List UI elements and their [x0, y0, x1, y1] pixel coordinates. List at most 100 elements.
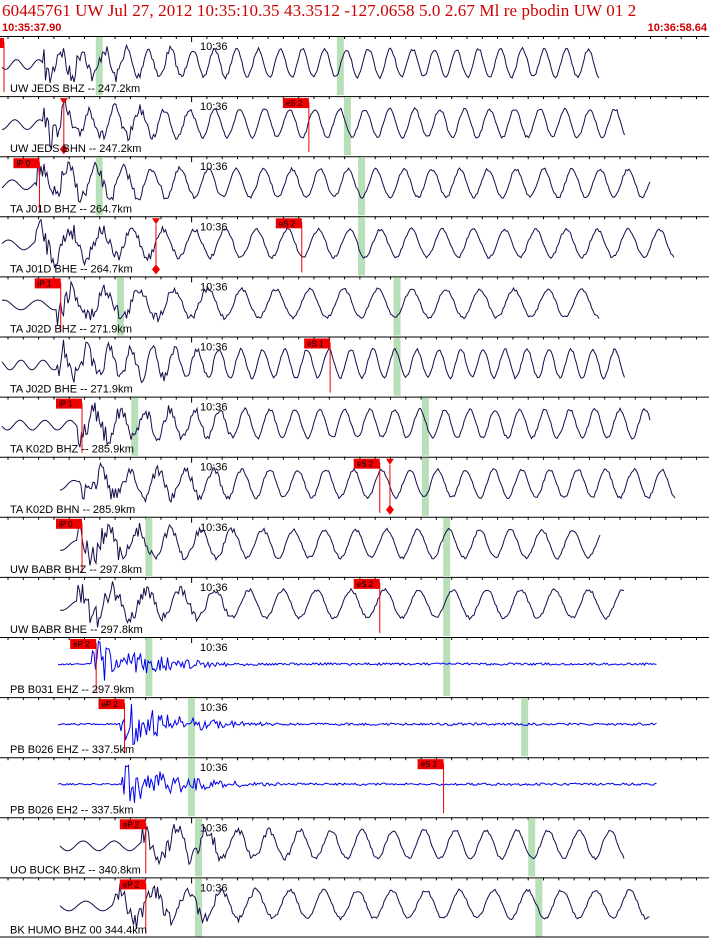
pick-flag — [353, 578, 380, 589]
channel-row: 10:36 eP 2 PB B031 EHZ -- 297.9km — [0, 637, 709, 697]
channel-label: BK HUMO BHZ 00 344.4km — [10, 925, 147, 937]
minute-tick-label: 10:36 — [200, 221, 228, 233]
channel-label: TA J01D BHE -- 264.7km — [10, 263, 133, 275]
minute-tick-label: 10:36 — [200, 762, 228, 774]
pick-label: eS 2 — [421, 760, 438, 769]
window-band — [95, 157, 103, 216]
window-band — [195, 818, 203, 877]
channel-row: 10:36 eS 2 UW BABR BHE -- 297.8km — [0, 576, 709, 636]
window-end-time: 10:36:58.64 — [647, 22, 707, 34]
window-band — [95, 37, 103, 96]
channel-label: TA J02D BHZ -- 271.9km — [10, 324, 132, 336]
window-band — [343, 97, 351, 156]
minute-tick-label: 10:36 — [200, 342, 228, 354]
minute-tick-label: 10:36 — [200, 822, 228, 834]
window-band — [117, 277, 125, 336]
channel-row: 10:36 eS 2 TA J01D BHE -- 264.7km — [0, 216, 709, 276]
waveform-trace — [1, 98, 625, 150]
amplitude-diamond — [151, 264, 160, 275]
window-band — [521, 698, 529, 757]
minute-tick-label: 10:36 — [200, 702, 228, 714]
pick-flag — [282, 98, 309, 109]
waveform-trace — [1, 280, 600, 325]
waveform-trace — [1, 158, 651, 204]
event-title: 60445761 UW Jul 27, 2012 10:35:10.35 43.… — [2, 1, 637, 20]
channel-label: UW BABR BHZ -- 297.8km — [10, 564, 142, 576]
window-band — [145, 638, 153, 697]
pick-label: iP 0 — [59, 520, 73, 529]
channel-label: PB B026 EH2 -- 337.5km — [10, 804, 134, 816]
pick-label: eS 2 — [357, 580, 374, 589]
pick-flag — [417, 759, 444, 770]
pick-flag — [0, 38, 4, 48]
window-band — [195, 878, 203, 937]
channel-row: 10:36 iP 0 TA J01D BHZ -- 264.7km — [0, 156, 709, 215]
pick-flag — [119, 879, 146, 890]
channel-label: UW JEDS BHZ -- 247.2km — [10, 83, 140, 95]
pick-flag — [119, 819, 146, 830]
minute-tick-label: 10:36 — [200, 402, 228, 414]
channel-label: PB B031 EHZ -- 297.9km — [10, 684, 134, 696]
amplitude-marker — [385, 458, 394, 465]
waveform-trace — [59, 518, 601, 566]
event-header: 60445761 UW Jul 27, 2012 10:35:10.35 43.… — [0, 0, 709, 36]
waveform-trace — [59, 883, 650, 930]
minute-tick-label: 10:36 — [200, 41, 228, 53]
channel-row: 10:36 eP 2 PB B026 EHZ -- 337.5km — [0, 697, 709, 756]
channel-row: 10:36 eS 2 UW JEDS BHN -- 247.2km — [0, 96, 709, 156]
channel-label: UO BUCK BHZ -- 340.8km — [10, 864, 141, 876]
channel-row: 10:36 iP 0 UW BABR BHZ -- 297.8km — [0, 516, 709, 576]
pick-flag — [98, 699, 125, 710]
window-band — [358, 157, 366, 216]
waveform-trace — [59, 581, 625, 628]
pick-flag — [275, 218, 302, 229]
amplitude-marker — [151, 218, 160, 225]
window-band — [443, 517, 451, 576]
window-band — [421, 457, 429, 516]
window-band — [393, 277, 401, 336]
pick-flag — [55, 518, 82, 529]
pick-flag — [13, 158, 40, 169]
pick-label: eS 2 — [357, 460, 374, 469]
pick-label: eP 2 — [102, 700, 119, 709]
pick-label: iP 0 — [16, 159, 30, 168]
pick-label: eP 2 — [123, 880, 140, 889]
amplitude-diamond — [385, 504, 394, 515]
channel-label: TA J02D BHE -- 271.9km — [10, 384, 133, 396]
minute-tick-label: 10:36 — [200, 161, 228, 173]
channel-label: UW JEDS BHN -- 247.2km — [10, 143, 141, 155]
window-band — [187, 698, 195, 757]
waveform-trace — [59, 824, 625, 866]
channel-label: TA K02D BHN -- 285.9km — [10, 504, 135, 516]
window-band — [443, 577, 451, 636]
channel-label: UW BABR BHE -- 297.8km — [10, 624, 143, 636]
window-band — [358, 217, 366, 276]
channel-row: 10:36 iP 1 TA J02D BHZ -- 271.9km — [0, 276, 709, 336]
window-band — [535, 878, 543, 937]
minute-tick-label: 10:36 — [200, 101, 228, 113]
waveform-trace — [1, 339, 625, 384]
minute-tick-label: 10:36 — [200, 281, 228, 293]
window-band — [421, 397, 429, 456]
channel-row: 10:36 iP 1 TA K02D BHZ -- 285.9km — [0, 396, 709, 456]
window-band — [145, 517, 153, 576]
channel-label: PB B026 EHZ -- 337.5km — [10, 744, 134, 756]
amplitude-marker — [59, 98, 68, 105]
channel-label: TA K02D BHZ -- 285.9km — [10, 444, 134, 456]
window-band — [443, 638, 451, 697]
waveform-trace — [1, 402, 651, 448]
pick-flag — [34, 278, 61, 289]
amplitude-diamond — [59, 144, 68, 155]
channel-label: TA J01D BHZ -- 264.7km — [10, 203, 132, 215]
channel-row: 10:36 eP 2 UO BUCK BHZ -- 340.8km — [0, 817, 709, 876]
pick-label: iP 1 — [38, 279, 52, 288]
pick-label: eS 2 — [279, 219, 296, 228]
minute-tick-label: 10:36 — [200, 522, 228, 534]
pick-flag — [55, 398, 82, 409]
waveform-trace — [59, 461, 676, 504]
window-band — [393, 337, 401, 396]
pick-label: eP 2 — [123, 820, 140, 829]
